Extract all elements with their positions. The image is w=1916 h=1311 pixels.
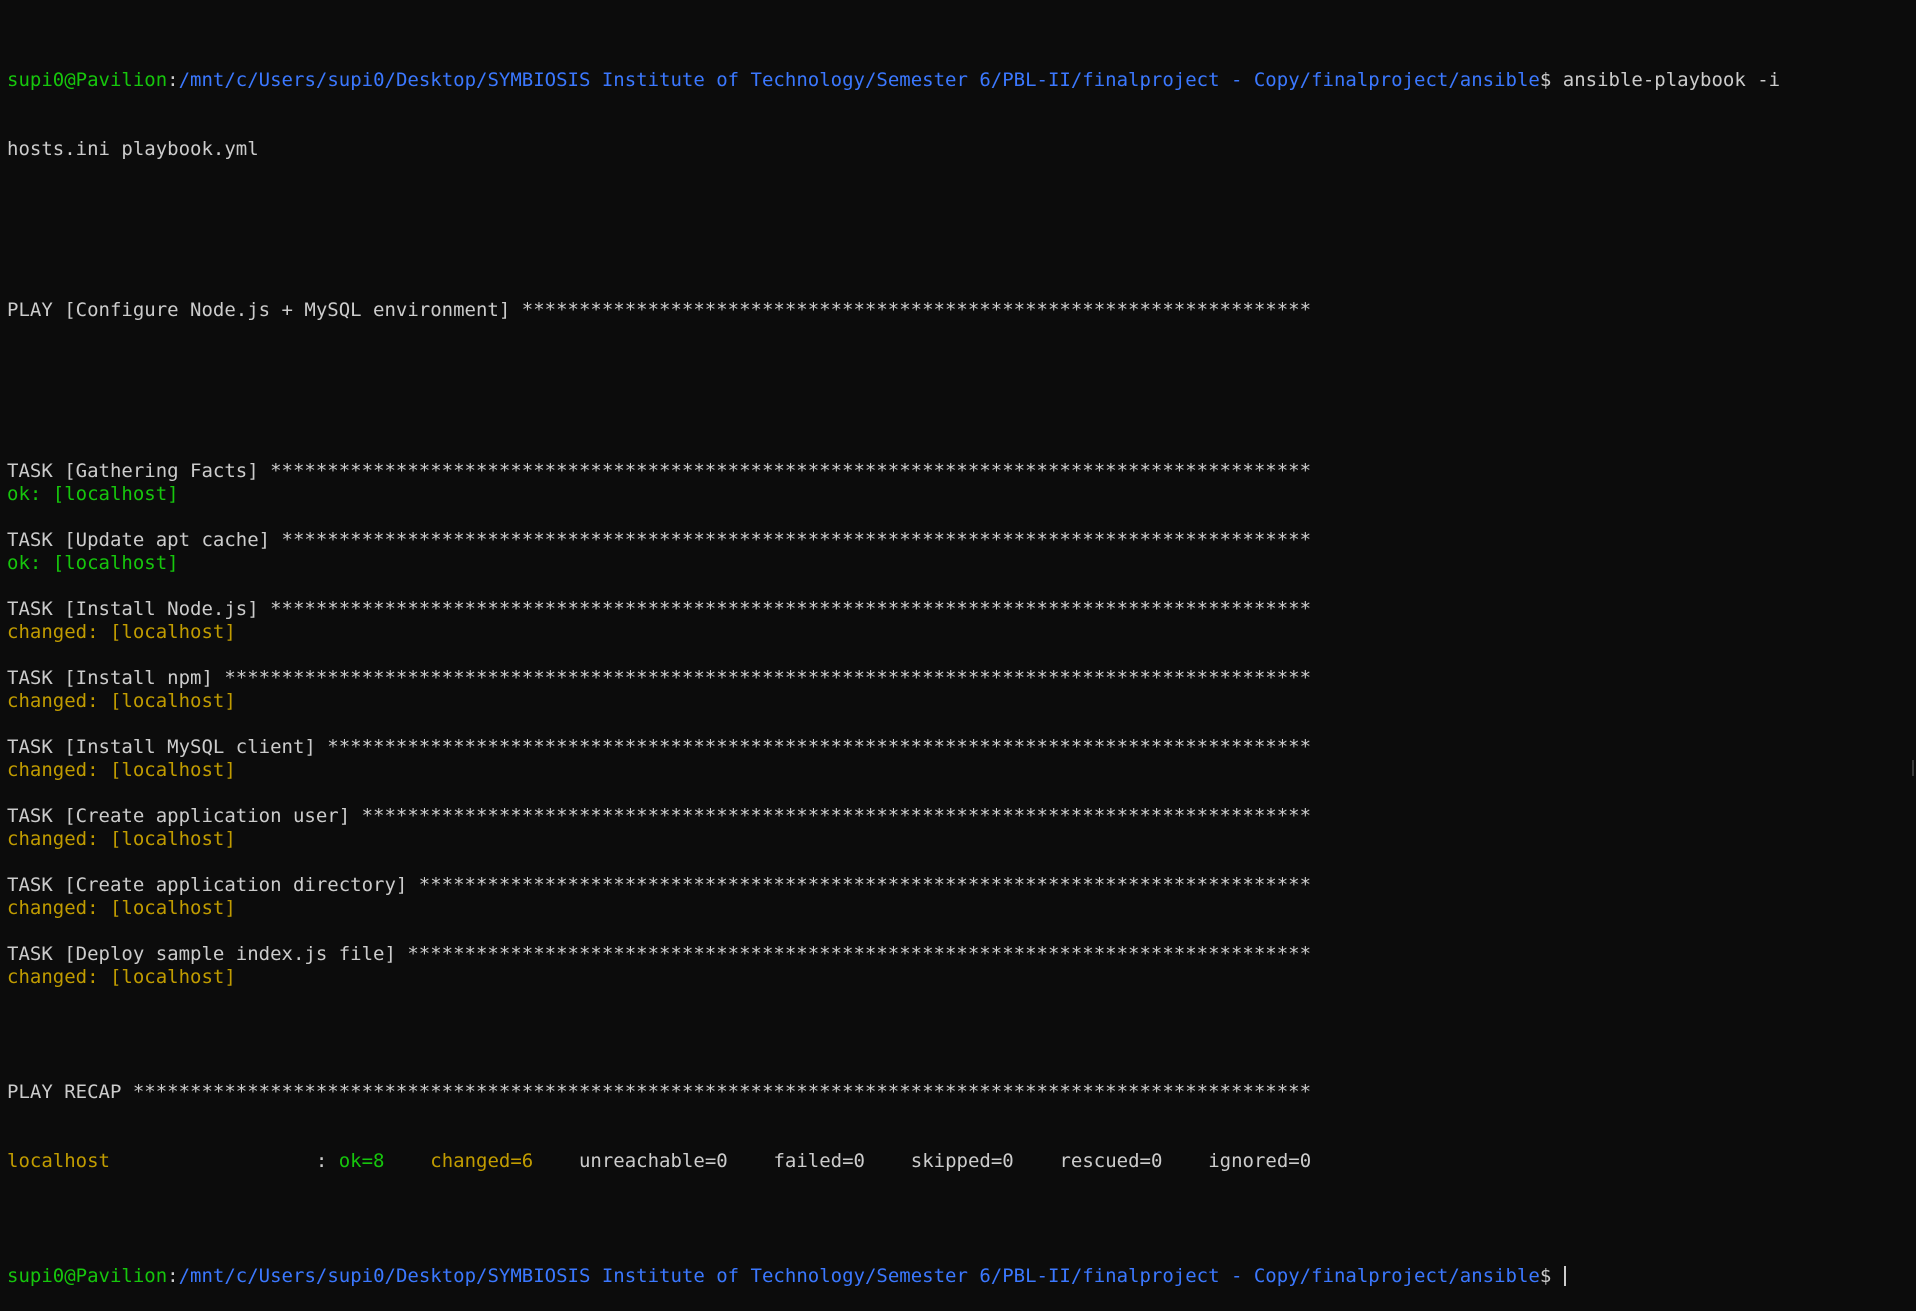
recap-gap <box>385 1150 431 1172</box>
prompt-user-host: supi0@Pavilion <box>7 1265 168 1287</box>
task-header: TASK [Create application directory] ****… <box>7 874 1312 896</box>
blank-line <box>7 782 1916 805</box>
blank-line <box>7 989 1916 1012</box>
task-status-changed: changed: [localhost] <box>7 759 236 781</box>
task-header: TASK [Deploy sample index.js file] *****… <box>7 943 1312 965</box>
task-list: TASK [Gathering Facts] *****************… <box>7 460 1916 1012</box>
task-header: TASK [Install npm] *********************… <box>7 667 1312 689</box>
command-continuation: hosts.ini playbook.yml <box>7 138 259 160</box>
recap-unreachable: unreachable=0 <box>578 1150 728 1172</box>
task-status-changed: changed: [localhost] <box>7 966 236 988</box>
command-text: ansible-playbook -i <box>1562 69 1781 91</box>
blank-line <box>7 368 1916 391</box>
terminal-window[interactable]: supi0@Pavilion:/mnt/c/Users/supi0/Deskto… <box>7 0 1916 1287</box>
prompt-separator: : <box>167 1265 179 1287</box>
blank-line <box>7 713 1916 736</box>
recap-host: localhost <box>7 1150 110 1172</box>
prompt-path: /mnt/c/Users/supi0/Desktop/SYMBIOSIS Ins… <box>178 69 1540 91</box>
recap-changed: changed=6 <box>430 1150 534 1172</box>
recap-host-padding: : <box>109 1150 339 1172</box>
recap-gap <box>1014 1150 1060 1172</box>
task-status-changed: changed: [localhost] <box>7 690 236 712</box>
recap-gap <box>728 1150 774 1172</box>
recap-gap <box>1162 1150 1208 1172</box>
recap-ignored: ignored=0 <box>1208 1150 1312 1172</box>
blank-line <box>7 207 1916 230</box>
final-prompt-line[interactable]: supi0@Pavilion:/mnt/c/Users/supi0/Deskto… <box>7 1265 1916 1288</box>
recap-failed: failed=0 <box>773 1150 865 1172</box>
blank-line <box>7 920 1916 943</box>
recap-gap <box>865 1150 911 1172</box>
recap-rescued: rescued=0 <box>1059 1150 1163 1172</box>
task-status-ok: ok: [localhost] <box>7 483 179 505</box>
recap-header: PLAY RECAP *****************************… <box>7 1081 1312 1103</box>
play-header: PLAY [Configure Node.js + MySQL environm… <box>7 299 1312 321</box>
blank-line <box>7 644 1916 667</box>
task-header: TASK [Update apt cache] ****************… <box>7 529 1312 551</box>
task-status-changed: changed: [localhost] <box>7 897 236 919</box>
prompt-user-host: supi0@Pavilion <box>7 69 168 91</box>
recap-line: localhost : ok=8 changed=6 unreachable=0… <box>7 1150 1916 1173</box>
task-header: TASK [Gathering Facts] *****************… <box>7 460 1312 482</box>
task-header: TASK [Install Node.js] *****************… <box>7 598 1312 620</box>
task-header: TASK [Install MySQL client] ************… <box>7 736 1312 758</box>
scrollbar-thumb[interactable] <box>1912 760 1914 776</box>
prompt-line: supi0@Pavilion:/mnt/c/Users/supi0/Deskto… <box>7 69 1916 92</box>
blank-line <box>7 575 1916 598</box>
text-cursor <box>1563 1266 1566 1286</box>
recap-ok: ok=8 <box>338 1150 385 1172</box>
blank-line <box>7 506 1916 529</box>
prompt-path: /mnt/c/Users/supi0/Desktop/SYMBIOSIS Ins… <box>178 1265 1540 1287</box>
prompt-separator: : <box>167 69 179 91</box>
blank-line <box>7 851 1916 874</box>
prompt-symbol: $ <box>1539 69 1563 91</box>
task-status-changed: changed: [localhost] <box>7 828 236 850</box>
recap-gap <box>533 1150 579 1172</box>
prompt-symbol: $ <box>1539 1265 1563 1287</box>
task-status-ok: ok: [localhost] <box>7 552 179 574</box>
recap-skipped: skipped=0 <box>910 1150 1014 1172</box>
task-status-changed: changed: [localhost] <box>7 621 236 643</box>
task-header: TASK [Create application user] *********… <box>7 805 1312 827</box>
